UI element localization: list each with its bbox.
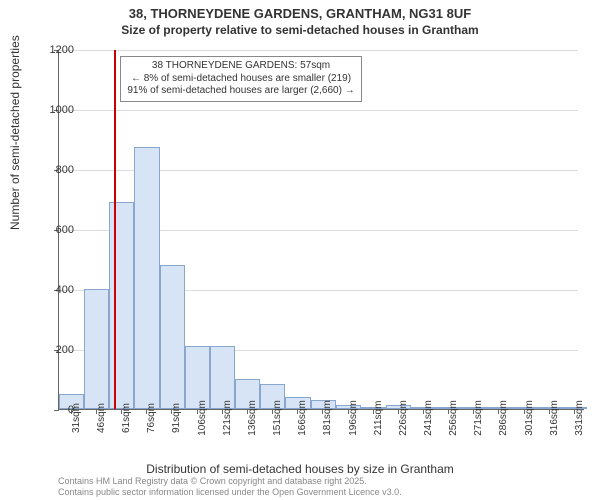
xtick-label: 181sqm bbox=[322, 400, 333, 436]
footer: Contains HM Land Registry data © Crown c… bbox=[58, 476, 580, 498]
ytick-label: 200 bbox=[34, 344, 74, 356]
title-sub: Size of property relative to semi-detach… bbox=[0, 23, 600, 37]
xtick-label: 76sqm bbox=[146, 403, 157, 433]
xtick-label: 136sqm bbox=[247, 400, 258, 436]
chart-container: 38, THORNEYDENE GARDENS, GRANTHAM, NG31 … bbox=[0, 0, 600, 500]
ytick-label: 800 bbox=[34, 164, 74, 176]
xtick-label: 331sqm bbox=[574, 400, 585, 436]
reference-line bbox=[114, 50, 116, 409]
xtick-label: 106sqm bbox=[197, 400, 208, 436]
annotation-line: 91% of semi-detached houses are larger (… bbox=[127, 85, 354, 98]
plot-wrap: 31sqm46sqm61sqm76sqm91sqm106sqm121sqm136… bbox=[58, 50, 578, 410]
histogram-bar bbox=[134, 147, 159, 410]
gridline bbox=[59, 110, 578, 111]
xtick-label: 166sqm bbox=[297, 400, 308, 436]
xtick-label: 46sqm bbox=[96, 403, 107, 433]
ytick-label: 1000 bbox=[34, 104, 74, 116]
gridline bbox=[59, 50, 578, 51]
xtick-label: 151sqm bbox=[272, 400, 283, 436]
xtick-label: 301sqm bbox=[524, 400, 535, 436]
title-main: 38, THORNEYDENE GARDENS, GRANTHAM, NG31 … bbox=[0, 6, 600, 21]
plot-area: 31sqm46sqm61sqm76sqm91sqm106sqm121sqm136… bbox=[58, 50, 578, 410]
xtick-label: 91sqm bbox=[171, 403, 182, 433]
annotation-line: ← 8% of semi-detached houses are smaller… bbox=[127, 73, 354, 86]
xtick-label: 226sqm bbox=[398, 400, 409, 436]
xtick-label: 286sqm bbox=[498, 400, 509, 436]
xtick-label: 121sqm bbox=[222, 400, 233, 436]
xtick-label: 211sqm bbox=[373, 401, 384, 436]
y-axis-label: Number of semi-detached properties bbox=[8, 35, 22, 230]
annotation-box: 38 THORNEYDENE GARDENS: 57sqm← 8% of sem… bbox=[120, 56, 361, 102]
xtick-label: 196sqm bbox=[348, 400, 359, 436]
xtick-label: 61sqm bbox=[121, 403, 132, 433]
xtick-label: 256sqm bbox=[448, 400, 459, 436]
footer-line-1: Contains HM Land Registry data © Crown c… bbox=[58, 476, 580, 487]
histogram-bar bbox=[84, 289, 109, 409]
x-axis-label: Distribution of semi-detached houses by … bbox=[0, 462, 600, 476]
xtick-label: 241sqm bbox=[423, 400, 434, 436]
titles: 38, THORNEYDENE GARDENS, GRANTHAM, NG31 … bbox=[0, 0, 600, 37]
histogram-bar bbox=[109, 202, 134, 409]
ytick-label: 400 bbox=[34, 284, 74, 296]
footer-line-2: Contains public sector information licen… bbox=[58, 487, 580, 498]
xtick-label: 316sqm bbox=[549, 400, 560, 436]
ytick-label: 1200 bbox=[34, 44, 74, 56]
ytick-label: 0 bbox=[34, 404, 74, 416]
histogram-bar bbox=[160, 265, 185, 409]
annotation-line: 38 THORNEYDENE GARDENS: 57sqm bbox=[127, 60, 354, 73]
ytick-label: 600 bbox=[34, 224, 74, 236]
xtick-label: 271sqm bbox=[473, 400, 484, 436]
